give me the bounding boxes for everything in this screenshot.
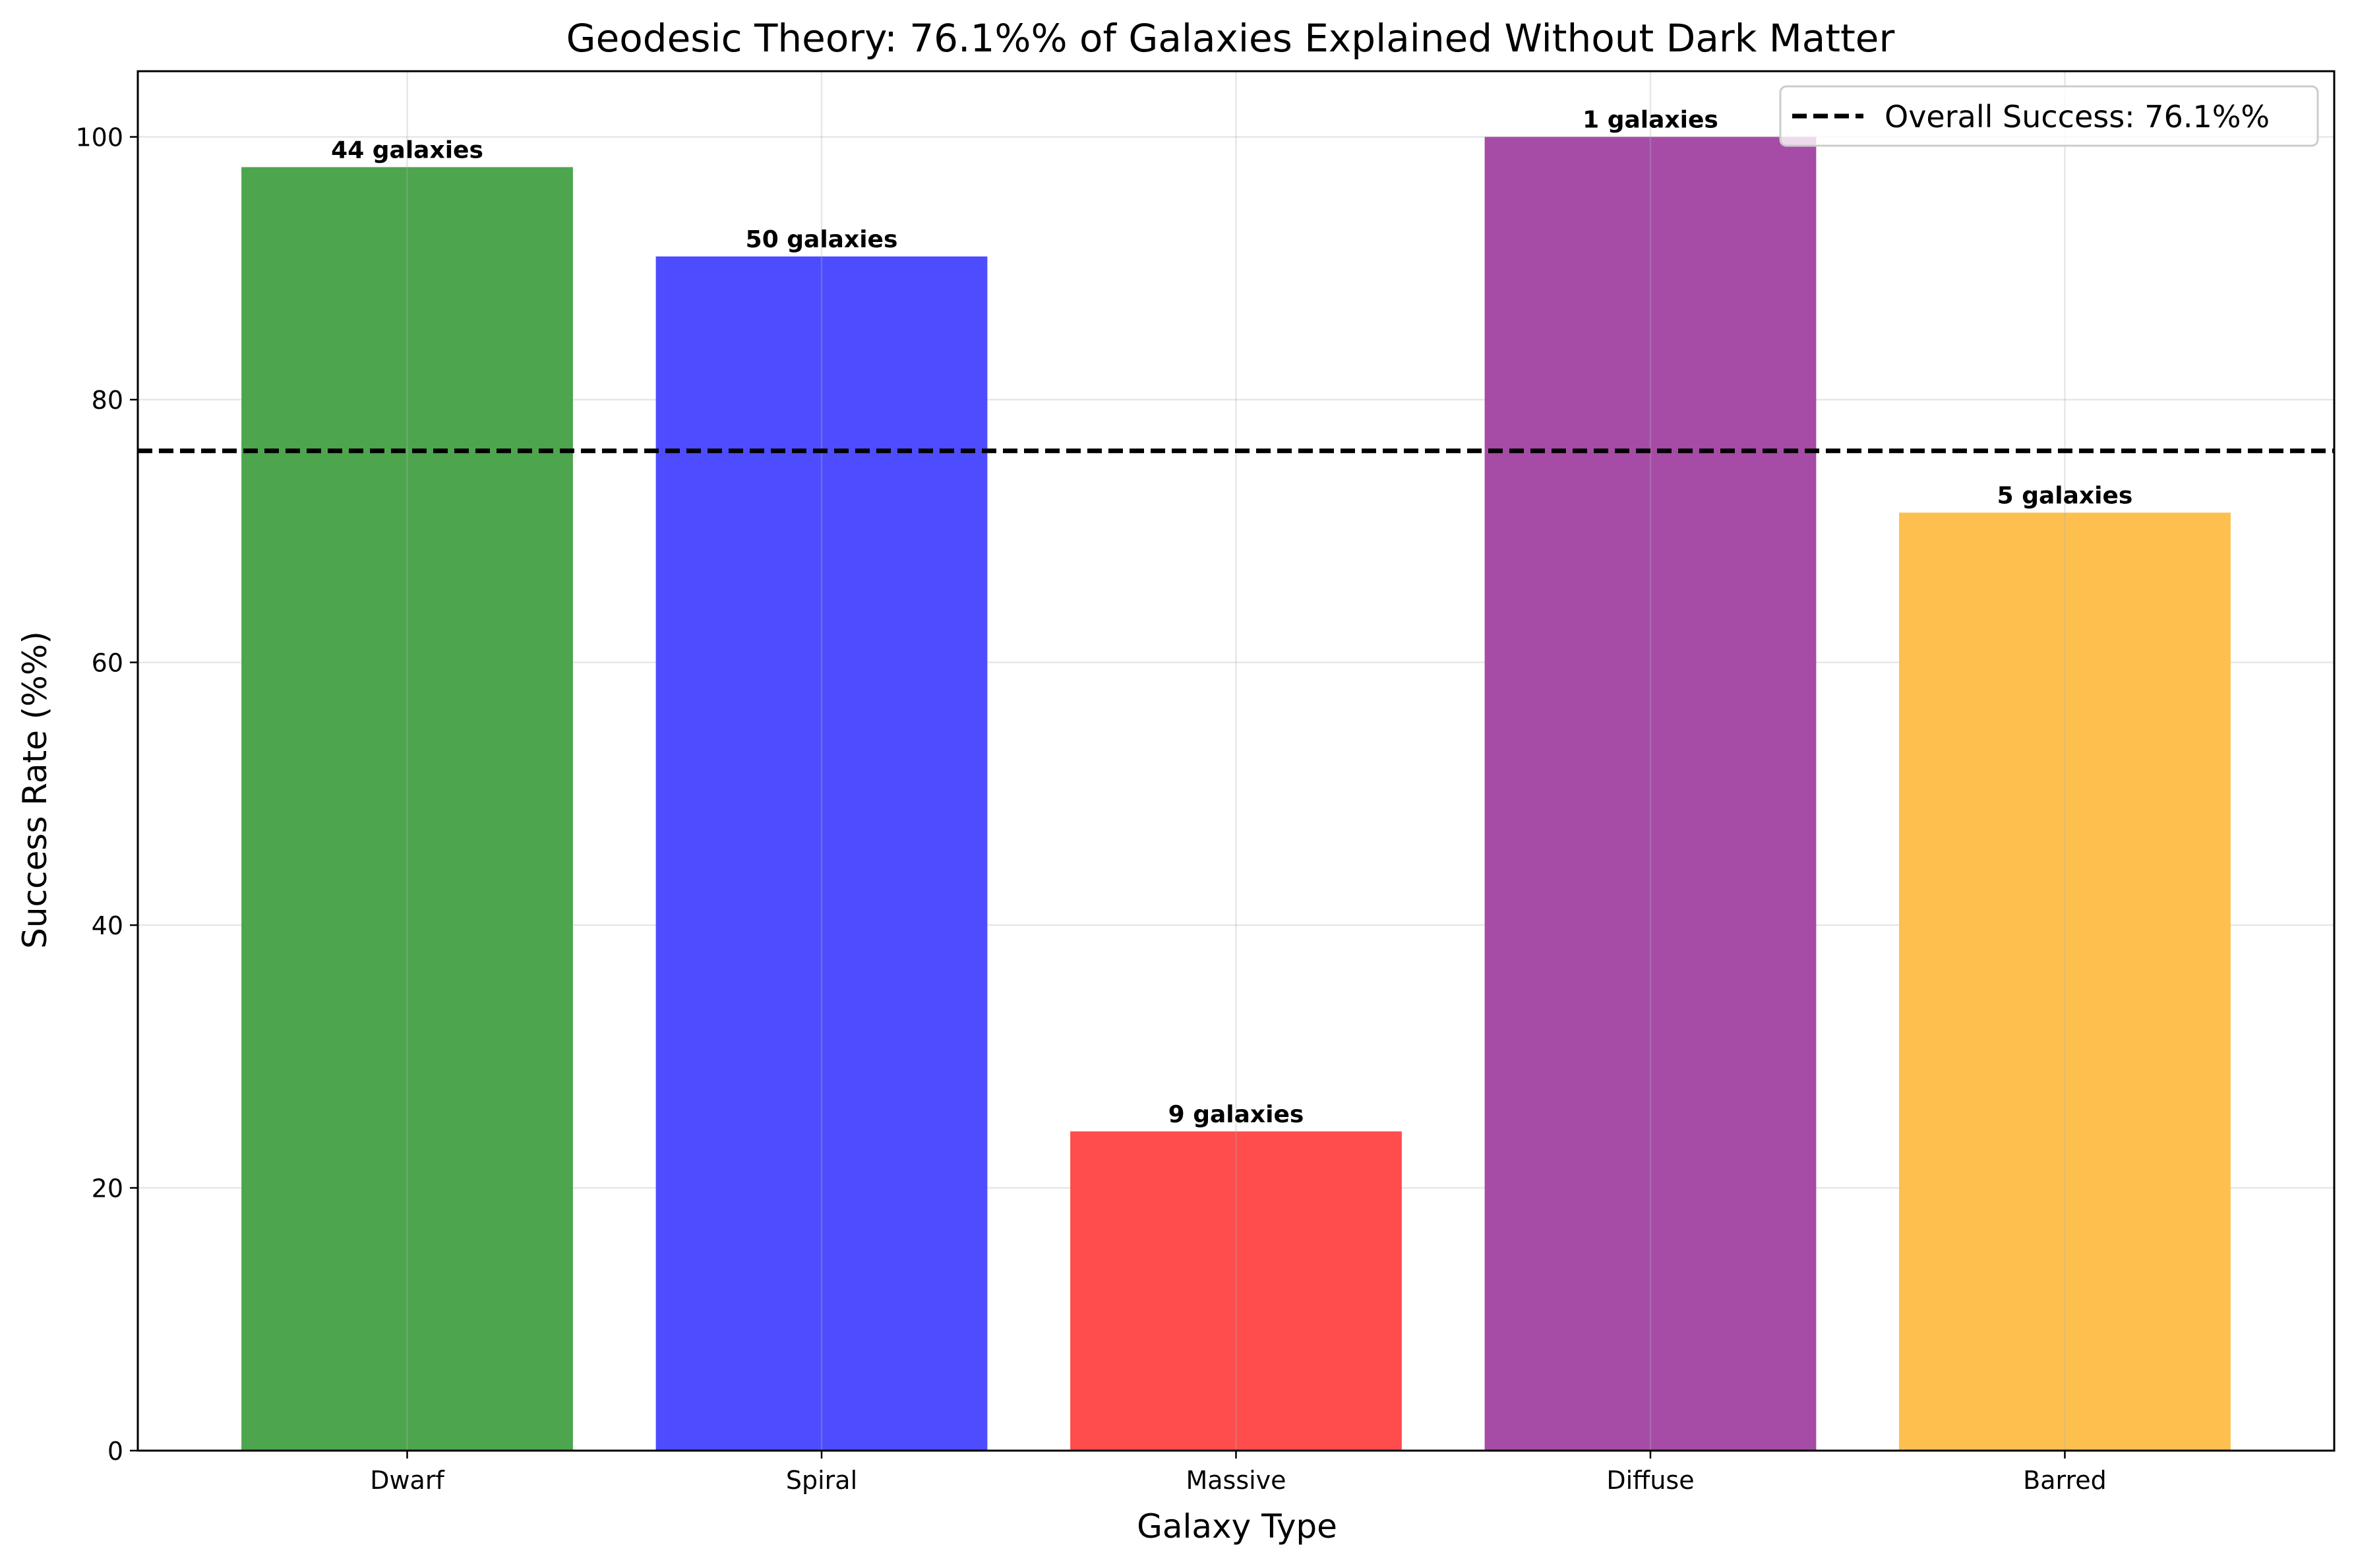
bars-layer [241, 136, 2231, 1451]
bar-dwarf [241, 167, 573, 1451]
bar-labels-layer: 44 galaxies 50 galaxies 9 galaxies 1 galaxi… [331, 107, 2132, 1128]
y-tick-label: 60 [92, 649, 123, 678]
bar-barred [1899, 512, 2231, 1451]
x-tick-label: Massive [1186, 1466, 1286, 1495]
bar-data-label: 50 galaxies [746, 226, 898, 253]
bar-data-label: 5 galaxies [1997, 482, 2133, 509]
bar-data-label: 44 galaxies [331, 136, 483, 164]
chart-title: Geodesic Theory: 76.1%% of Galaxies Expl… [566, 16, 1895, 61]
y-tick-label: 100 [75, 123, 123, 152]
x-tick-label: Diffuse [1606, 1466, 1694, 1495]
x-tick-label: Dwarf [370, 1466, 445, 1495]
vertical-grid-layer [406, 71, 2066, 1451]
y-tick-label: 80 [92, 386, 123, 415]
bar-diffuse [1484, 136, 1817, 1451]
axes-layer: 0 20 40 60 80 100 Dwarf Spiral Massive Diffuse Bar… [75, 70, 2336, 1495]
y-tick-label: 0 [107, 1437, 123, 1466]
legend-entry-label: Overall Success: 76.1%% [1885, 99, 2270, 135]
bar-data-label: 1 galaxies [1583, 107, 1718, 134]
bar-massive [1070, 1131, 1402, 1451]
y-axis-title: Success Rate (%%) [16, 631, 54, 949]
bar-data-label: 9 galaxies [1168, 1101, 1304, 1128]
legend-box [1779, 85, 2319, 147]
legend: Overall Success: 76.1%% [1779, 85, 2319, 147]
y-tick-label: 40 [92, 911, 123, 940]
x-tick-label: Spiral [786, 1466, 857, 1495]
x-tick-label: Barred [2023, 1466, 2107, 1495]
x-axis-title: Galaxy Type [1137, 1507, 1337, 1546]
y-tick-label: 20 [92, 1174, 123, 1203]
bar-spiral [655, 256, 988, 1451]
plot-frame [136, 70, 2336, 1452]
